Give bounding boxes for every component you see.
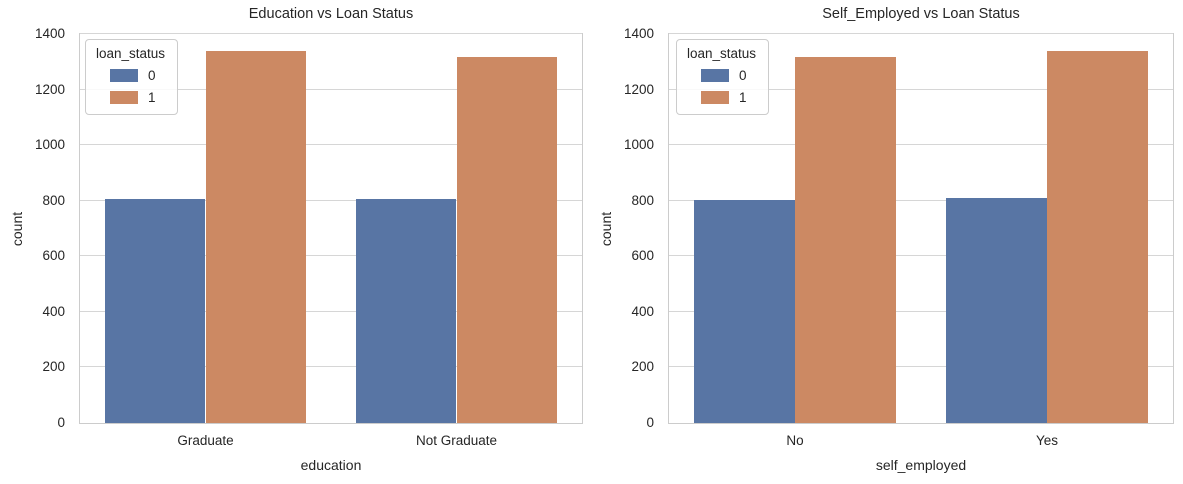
y-tick-label-1200: 1200 [34,81,65,97]
x-tick-label-not-graduate: Not Graduate [415,433,498,448]
y-tick-label-400: 400 [42,303,65,319]
gridline-1400 [80,33,582,34]
y-tick-label-1200: 1200 [623,81,654,97]
bar-yes-loan-status-0 [946,197,1047,423]
gridline-200 [669,366,1173,368]
x-tick-label-graduate: Graduate [177,433,234,448]
gridline-800 [80,199,582,201]
y-axis-label: count [598,211,614,246]
x-axis-label: self_employed [875,457,967,473]
chart-title: Self_Employed vs Loan Status [822,6,1020,22]
y-tick-label-1000: 1000 [34,137,65,153]
y-tick-label-200: 200 [42,359,65,375]
bar-yes-loan-status-1 [1047,50,1148,423]
y-tick-label-0: 0 [57,415,65,430]
gridline-1200 [669,88,1173,90]
x-tick-label-no: No [786,433,804,448]
gridline-400 [669,310,1173,312]
y-tick-label-600: 600 [631,248,654,264]
gridline-200 [80,366,582,368]
legend-swatch-1 [110,90,138,104]
bar-not-graduate-loan-status-1 [456,57,557,423]
plot-area [668,33,1174,424]
y-tick-label-400: 400 [631,303,654,319]
chart-title: Education vs Loan Status [248,6,414,22]
plot-area [79,33,583,424]
gridline-1000 [669,144,1173,146]
legend-entry-label: 1 [739,89,747,105]
legend-entry-1: 1 [687,86,756,108]
bar-no-loan-status-1 [795,57,896,423]
bar-graduate-loan-status-1 [205,50,306,423]
y-tick-label-1400: 1400 [34,26,65,41]
bar-graduate-loan-status-0 [105,199,206,423]
bar-no-loan-status-0 [694,199,795,423]
y-tick-label-1000: 1000 [623,137,654,153]
y-axis-label: count [9,211,25,246]
legend-entry-label: 1 [148,89,156,105]
legend-entry-label: 0 [148,67,156,83]
y-tick-label-0: 0 [646,415,654,430]
legend-title: loan_status [96,46,166,61]
legend-swatch-1 [701,90,729,104]
y-tick-label-800: 800 [631,192,654,208]
legend-entry-0: 0 [687,64,756,86]
gridline-1200 [80,88,582,90]
gridline-600 [80,255,582,257]
legend-title: loan_status [687,46,757,61]
gridline-1400 [669,33,1173,34]
legend-entry-label: 0 [739,67,747,83]
gridline-1000 [80,144,582,146]
y-tick-label-1400: 1400 [623,26,654,41]
gridline-400 [80,310,582,312]
y-tick-label-200: 200 [631,359,654,375]
y-tick-label-600: 600 [42,248,65,264]
bar-not-graduate-loan-status-0 [356,198,457,423]
legend-swatch-0 [110,68,138,82]
x-tick-label-yes: Yes [1035,433,1059,448]
y-tick-label-800: 800 [42,192,65,208]
legend-entry-0: 0 [96,64,165,86]
legend-swatch-0 [701,68,729,82]
legend-entry-1: 1 [96,86,165,108]
gridline-600 [669,255,1173,257]
x-axis-label: education [300,457,362,473]
gridline-800 [669,199,1173,201]
